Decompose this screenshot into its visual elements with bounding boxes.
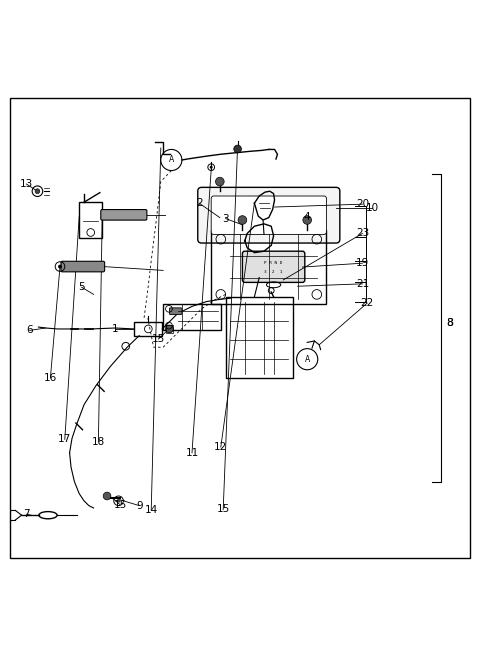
Circle shape (166, 325, 173, 333)
Text: 17: 17 (58, 434, 72, 444)
Text: 8: 8 (446, 318, 453, 328)
Circle shape (234, 145, 241, 153)
Text: 11: 11 (185, 448, 199, 458)
Bar (79, 202, 102, 238)
Circle shape (238, 216, 247, 224)
Bar (163, 304, 221, 331)
FancyBboxPatch shape (101, 209, 147, 220)
Text: 1: 1 (112, 324, 119, 334)
FancyBboxPatch shape (211, 196, 326, 234)
Text: 9: 9 (136, 501, 143, 510)
Circle shape (103, 492, 111, 500)
Text: 3: 3 (222, 214, 229, 224)
Text: 16: 16 (44, 373, 57, 383)
Text: 18: 18 (92, 437, 105, 447)
Text: 8: 8 (446, 318, 454, 328)
Text: 21: 21 (356, 279, 369, 289)
Bar (211, 230, 326, 304)
Text: A: A (305, 355, 310, 363)
Text: 10: 10 (365, 203, 379, 213)
Text: 23: 23 (356, 228, 369, 238)
Text: 14: 14 (144, 505, 158, 516)
Text: 19: 19 (356, 258, 369, 268)
Text: 15: 15 (152, 334, 165, 344)
Text: 22: 22 (360, 298, 374, 308)
Text: 5: 5 (78, 282, 85, 292)
Text: 20: 20 (356, 199, 369, 209)
Bar (226, 297, 293, 379)
Circle shape (35, 189, 40, 194)
FancyBboxPatch shape (169, 308, 182, 315)
FancyBboxPatch shape (242, 251, 305, 282)
Text: 4: 4 (304, 212, 311, 222)
Circle shape (117, 499, 120, 502)
Text: 7: 7 (23, 509, 30, 520)
Text: 15: 15 (113, 500, 127, 510)
Bar (134, 322, 162, 336)
Circle shape (303, 216, 312, 224)
Text: A: A (169, 155, 174, 165)
Text: P R N D: P R N D (264, 261, 283, 265)
Text: 6: 6 (26, 325, 33, 335)
Circle shape (210, 166, 213, 169)
FancyBboxPatch shape (61, 261, 105, 272)
Text: 13: 13 (20, 179, 33, 189)
Text: 3  2  1: 3 2 1 (264, 270, 283, 274)
FancyBboxPatch shape (198, 188, 340, 243)
Circle shape (216, 177, 224, 186)
Circle shape (58, 264, 62, 268)
Text: 2: 2 (196, 198, 203, 208)
Text: 15: 15 (216, 504, 230, 514)
Text: 12: 12 (214, 442, 228, 452)
